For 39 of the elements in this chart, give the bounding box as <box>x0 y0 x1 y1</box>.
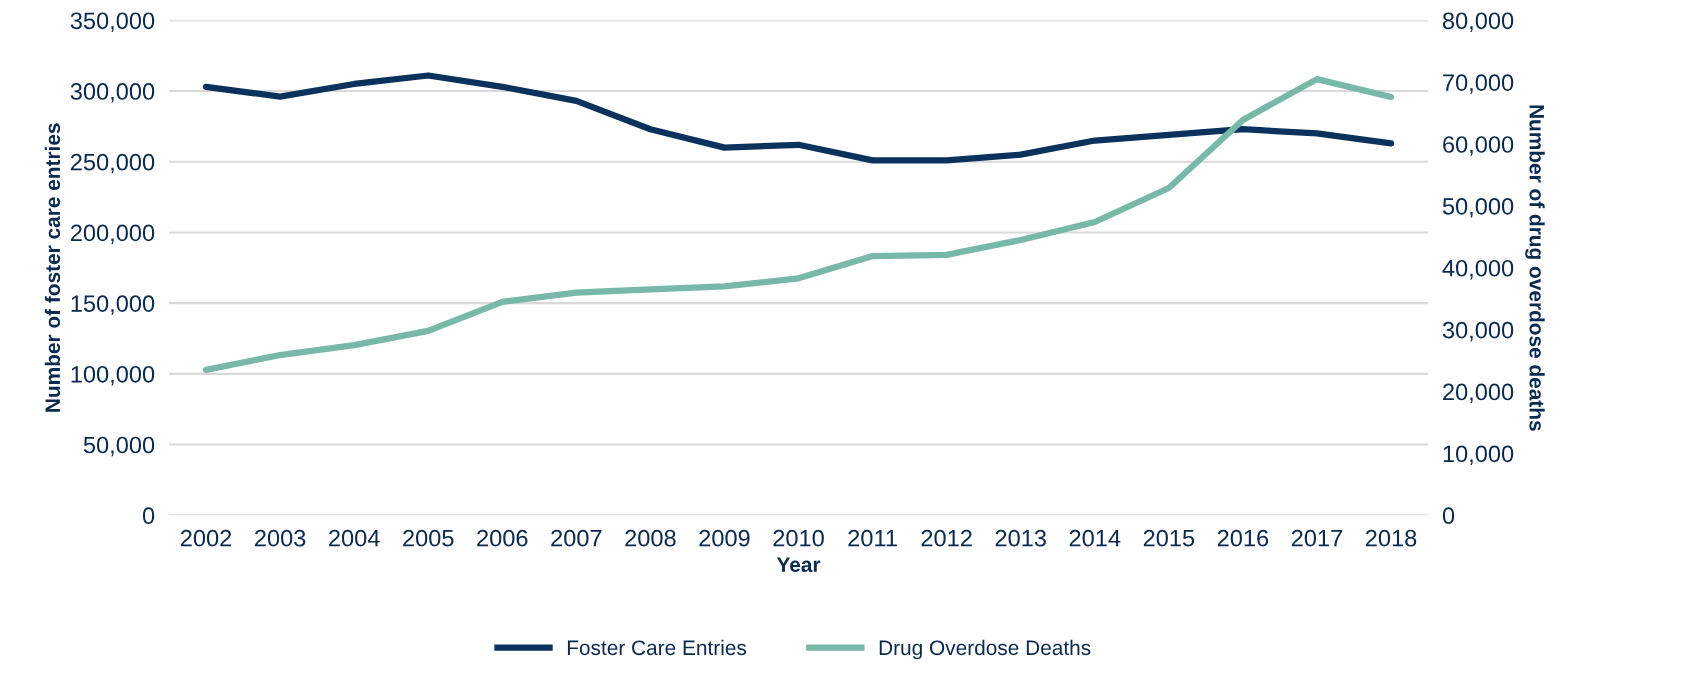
x-axis-title: Year <box>776 557 821 573</box>
x-tick-label: 2009 <box>699 529 750 547</box>
y-axis-title: Number of foster care entries <box>44 123 61 412</box>
x-tick-label: 2018 <box>1365 529 1417 547</box>
y-tick-label: 150,000 <box>71 295 155 315</box>
legend-label: Drug Overdose Deaths <box>879 639 1091 660</box>
y-tick-label: 300,000 <box>70 83 155 103</box>
x-tick-label: 2011 <box>848 529 897 547</box>
y2-tick-label: 50,000 <box>1442 198 1514 218</box>
y2-axis-title: Number of drug overdose deaths <box>1525 105 1545 431</box>
y2-tick-label: 30,000 <box>1442 321 1514 342</box>
y-tick-label: 0 <box>142 507 155 525</box>
x-tick-label: 2005 <box>403 529 454 547</box>
y2-tick-label: 70,000 <box>1443 74 1514 94</box>
y2-tick-label: 80,000 <box>1442 12 1514 32</box>
x-tick-label: 2007 <box>551 529 602 547</box>
y-tick-label: 50,000 <box>83 436 155 457</box>
x-tick-label: 2017 <box>1291 529 1343 547</box>
legend-label: Foster Care Entries <box>567 639 747 656</box>
y2-tick-label: 40,000 <box>1442 259 1514 280</box>
x-tick-label: 2002 <box>180 529 232 547</box>
y-tick-label: 100,000 <box>71 365 155 386</box>
y-tick-label: 200,000 <box>70 224 155 245</box>
x-tick-label: 2008 <box>625 529 676 547</box>
x-tick-label: 2015 <box>1143 529 1195 547</box>
y-tick-label: 350,000 <box>70 12 155 32</box>
y2-tick-label: 60,000 <box>1443 136 1514 156</box>
x-tick-label: 2014 <box>1069 529 1121 547</box>
y2-tick-label: 0 <box>1442 507 1455 525</box>
x-tick-label: 2010 <box>773 529 824 547</box>
y-tick-label: 250,000 <box>70 153 155 174</box>
x-tick-label: 2004 <box>329 529 380 547</box>
x-tick-label: 2016 <box>1217 529 1269 547</box>
x-tick-label: 2013 <box>995 529 1046 547</box>
x-tick-label: 2006 <box>477 529 528 547</box>
x-tick-label: 2003 <box>255 529 306 547</box>
y2-tick-label: 20,000 <box>1443 383 1514 404</box>
y2-tick-label: 10,000 <box>1443 445 1514 465</box>
x-tick-label: 2012 <box>921 529 972 547</box>
